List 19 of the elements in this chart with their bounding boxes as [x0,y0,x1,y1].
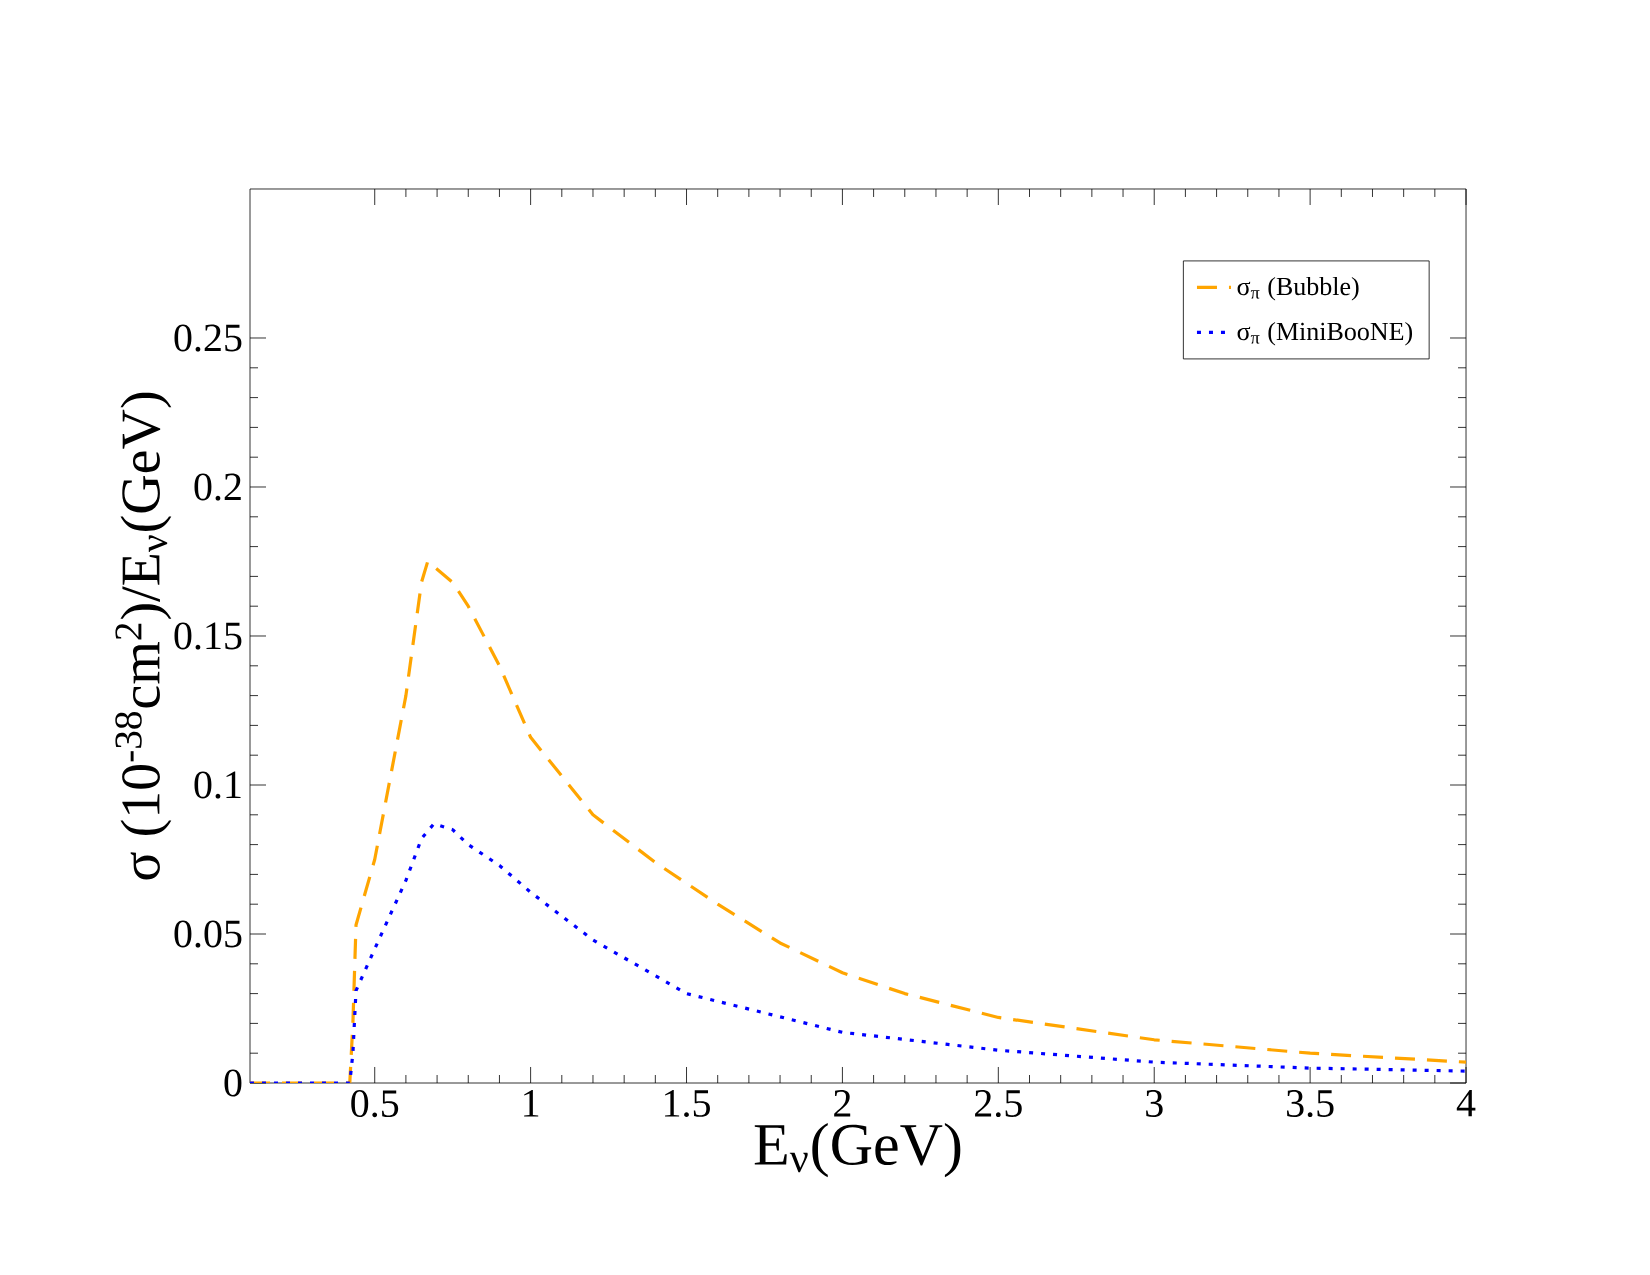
x-tick-label: 4 [1456,1090,1476,1117]
y-tick-label: 0.2 [194,473,241,501]
x-tick-label: 1.5 [665,1090,710,1118]
x-tick-label: 2 [834,1090,851,1117]
y-tick-label: 0.1 [194,771,241,799]
x-tick-label: 2.5 [975,1090,1022,1118]
x-tick-label: 3 [1146,1090,1163,1117]
x-tick-label: 0.5 [351,1090,399,1118]
line-series [250,822,1467,1083]
x-tick-label: 1 [524,1090,539,1117]
y-tick-label: 0.15 [174,622,242,650]
y-tick-label: 0.05 [174,920,242,948]
y-tick-label: 0 [224,1069,242,1097]
x-axis-title: E$_{ν}$(GeV) [754,1122,961,1178]
legend-label: σ$_{π}$ (Bubble) [1237,276,1359,301]
legend-label: σ$_{π}$ (MiniBooNE) [1237,321,1413,346]
x-tick-label: 3.5 [1287,1090,1334,1118]
y-tick-label: 0.25 [174,324,242,352]
y-axis-title: σ (10$^{-38}$cm$^{2}$)/E$_{ν}$(GeV) [115,392,172,880]
